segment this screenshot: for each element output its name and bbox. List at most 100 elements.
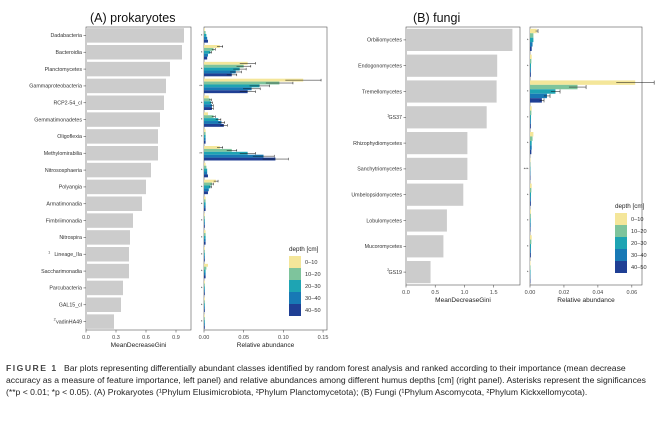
category-label: vadinHA49 [56, 319, 82, 325]
abundance-bar [204, 191, 208, 195]
abundance-bar [530, 136, 533, 141]
abundance-bar [530, 106, 532, 111]
legend-entry: 20–30 [305, 284, 321, 290]
category-label: Mucoromycetes [365, 244, 403, 250]
abundance-bar [204, 67, 240, 71]
category-label: Umbelopsidomycetes [351, 193, 402, 199]
panel-a-abundance-xtick-label: 0.10 [278, 335, 289, 341]
legend-swatch [615, 225, 627, 237]
panel-b-abundance-xtick-label: 0.02 [559, 290, 570, 296]
category-label: Nitrospira [59, 235, 82, 241]
legend-swatch [289, 268, 301, 280]
abundance-bar [204, 280, 205, 284]
panel-a-abundance-chart: ********************0.00 0.05 0.10 0.15Rela… [199, 26, 328, 349]
legend-swatch [289, 256, 301, 268]
legend-entry: 20–30 [631, 241, 647, 247]
category-label: Parcubacteria [49, 286, 82, 292]
panel-a-importance-xtick-label: 0.6 [142, 335, 150, 341]
significance-marker: * [201, 218, 203, 223]
legend-entry: 10–20 [631, 229, 647, 235]
abundance-bar [530, 183, 532, 189]
abundance-bar [204, 202, 206, 206]
abundance-bar [204, 230, 206, 234]
abundance-bar [204, 196, 206, 200]
legend-entry: 30–40 [631, 253, 647, 259]
significance-marker: * [527, 270, 529, 275]
significance-marker: * [201, 201, 203, 206]
category-label: Rhizophydiomycetes [353, 141, 402, 147]
abundance-bar [204, 269, 206, 273]
abundance-bar [204, 255, 205, 259]
abundance-bar [530, 269, 531, 275]
category-label: Oligoflexia [57, 134, 82, 140]
category-label: RCP2-54_cl [53, 101, 82, 107]
legend-swatch [615, 249, 627, 261]
importance-bar [86, 196, 142, 211]
caption-text: Bar plots representing differentially ab… [6, 363, 646, 397]
category-label: Methylomirabilia [44, 151, 82, 157]
legend-entry: 40–50 [305, 308, 321, 314]
abundance-bar [204, 219, 205, 223]
importance-bar [86, 78, 166, 94]
importance-bar [406, 106, 487, 129]
abundance-bar [530, 59, 532, 64]
abundance-bar [204, 208, 206, 211]
significance-marker: * [527, 38, 529, 43]
category-label: Nitrososphaeria [45, 168, 82, 174]
importance-bar [406, 157, 468, 180]
abundance-bar [530, 244, 532, 249]
abundance-bar [204, 112, 208, 116]
abundance-bar [530, 201, 531, 206]
abundance-bar [204, 266, 207, 270]
significance-marker: * [201, 100, 203, 105]
abundance-bar [204, 320, 205, 324]
importance-bar [86, 263, 129, 279]
abundance-bar [530, 149, 532, 155]
panel-b-abundance-xtick-label: 0.06 [626, 290, 637, 296]
abundance-bar [530, 188, 532, 193]
abundance-bar [204, 199, 206, 203]
importance-bar [406, 235, 444, 258]
category-label: Polyangia [59, 185, 82, 191]
abundance-bar [204, 157, 276, 161]
legend-entry: 0–10 [631, 217, 643, 223]
abundance-bar [530, 119, 531, 124]
abundance-bar [204, 64, 244, 68]
abundance-bar [204, 309, 205, 312]
importance-bar [86, 280, 123, 296]
category-label: Planctomycetes [45, 67, 83, 73]
abundance-bar [530, 28, 537, 34]
abundance-bar [530, 84, 578, 90]
panel-a-title: (A) prokaryotes [90, 11, 175, 25]
abundance-bar [204, 247, 205, 250]
panel-b-abundance-xtick-label: 0.00 [525, 290, 536, 296]
legend-swatch [289, 292, 301, 304]
category-label: Tremellomycetes [362, 89, 402, 95]
abundance-bar [530, 222, 531, 228]
panel-b-importance-xlabel: MeanDecreaseGini [435, 297, 491, 304]
legend-entry: 0–10 [305, 260, 317, 266]
significance-marker: * [201, 185, 203, 190]
abundance-bar [204, 222, 205, 225]
significance-marker: * [201, 319, 203, 324]
abundance-bar [204, 78, 304, 82]
category-label: Lineage_IIa [54, 252, 82, 258]
abundance-bar [530, 110, 532, 116]
significance-marker: * [527, 89, 529, 94]
abundance-bar [530, 89, 556, 94]
abundance-bar [204, 249, 205, 253]
abundance-bar [204, 258, 205, 262]
panel-a-importance-chart: Dadabacteria Bacteroidia Planctomycetes Gam… [29, 26, 192, 349]
abundance-bar [204, 107, 212, 110]
abundance-bar [204, 84, 260, 88]
abundance-bar [204, 31, 206, 34]
abundance-bar [204, 47, 214, 51]
legend-swatch [289, 304, 301, 316]
significance-marker: * [201, 302, 203, 307]
abundance-bar [204, 323, 205, 326]
abundance-bar [204, 123, 224, 127]
significance-marker: * [201, 134, 203, 139]
abundance-bar [530, 46, 532, 51]
abundance-bar [530, 93, 547, 99]
